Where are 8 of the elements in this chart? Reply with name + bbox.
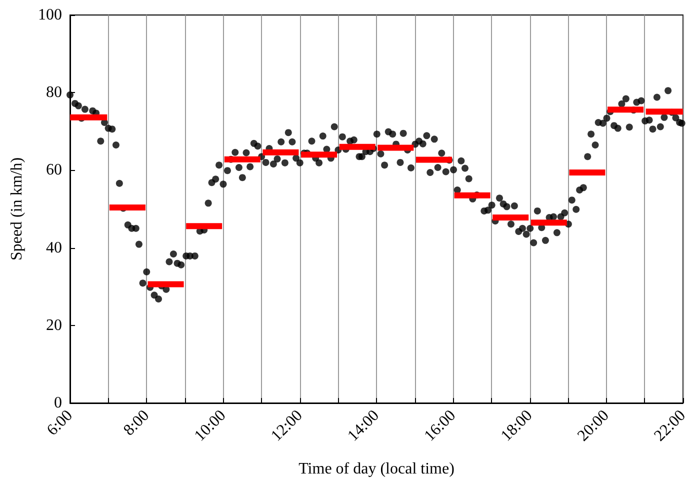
x-tick-label: 8:00: [120, 406, 153, 440]
y-tick-label: 80: [46, 84, 62, 102]
y-tick-label: 60: [46, 162, 62, 179]
x-axis-title: Time of day (local time): [298, 460, 454, 478]
y-tick-label: 20: [46, 316, 62, 334]
y-tick-label: 100: [38, 6, 62, 24]
y-axis-title: Speed (in km/h): [8, 157, 26, 261]
y-tick-label: 40: [46, 239, 62, 256]
